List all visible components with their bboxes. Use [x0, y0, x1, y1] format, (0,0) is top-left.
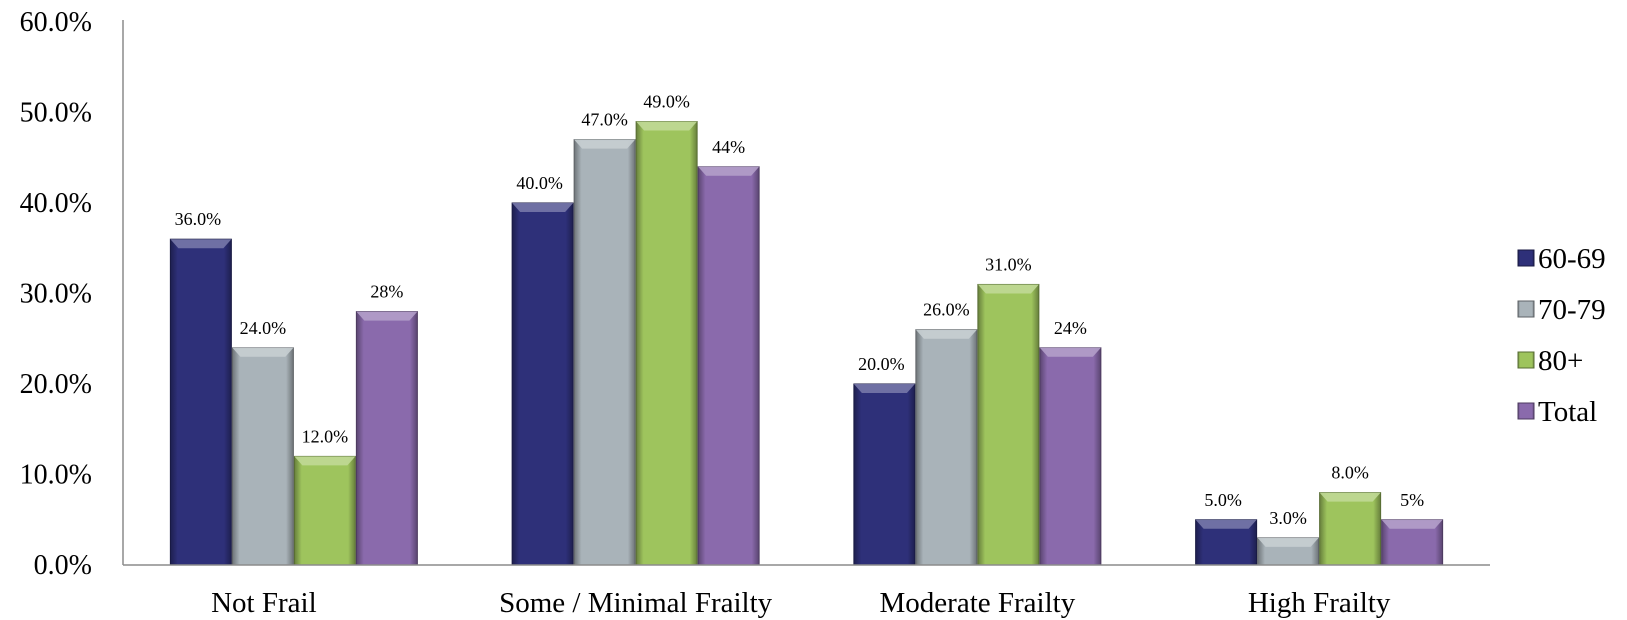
bar-body	[169, 238, 232, 566]
bar-bevel	[356, 311, 418, 321]
x-category-label: High Frailty	[1248, 587, 1391, 619]
x-category-label: Moderate Frailty	[880, 587, 1076, 619]
bar-body	[573, 139, 636, 566]
bar-body	[293, 455, 356, 566]
bar-bevel	[915, 329, 977, 339]
bar-bevel	[232, 347, 294, 357]
bar-bevel	[1039, 347, 1101, 357]
data-label: 26.0%	[923, 300, 970, 320]
bar	[1039, 347, 1102, 566]
legend-label: 70-79	[1538, 294, 1606, 326]
bar-bevel	[1319, 492, 1381, 502]
legend-swatch	[1517, 402, 1535, 420]
bar	[293, 455, 356, 566]
x-axis-category-labels: Not Frail Some / Minimal Frailty Moderate …	[211, 587, 1391, 619]
bar-body	[697, 166, 760, 566]
legend-label: Total	[1538, 396, 1597, 428]
legend-item: 70-79	[1517, 294, 1606, 326]
bar-body	[853, 383, 916, 566]
bar	[573, 139, 636, 566]
bar	[853, 383, 916, 566]
legend-swatch	[1517, 249, 1535, 267]
bar-body	[1319, 492, 1382, 566]
legend-swatch	[1517, 351, 1535, 369]
bar-body	[511, 202, 574, 566]
data-label: 8.0%	[1331, 463, 1369, 483]
bar-body	[231, 347, 294, 566]
y-tick-label: 50.0%	[20, 98, 92, 129]
bar-bevel	[853, 384, 915, 393]
bar-bevel	[294, 456, 356, 466]
bar-bevel	[977, 284, 1039, 294]
bar	[1381, 519, 1444, 566]
bar	[977, 283, 1040, 566]
data-labels-group: 36.0% 24.0% 12.0% 28% 40.0% 47.0% 49.0% 44% 20.0…	[175, 92, 1425, 528]
legend-label: 80+	[1538, 345, 1583, 377]
y-axis-tick-labels: 0.0% 10.0% 20.0% 30.0% 40.0% 50.0% 60.0%	[20, 7, 92, 581]
data-label: 24%	[1054, 318, 1087, 338]
bar-body	[355, 311, 418, 566]
legend-item: 80+	[1517, 345, 1583, 377]
x-category-label: Not Frail	[211, 587, 317, 619]
bar	[355, 311, 418, 566]
data-label: 20.0%	[858, 354, 905, 374]
bar-body	[915, 329, 978, 566]
bar	[1257, 537, 1320, 566]
y-tick-label: 60.0%	[20, 7, 92, 38]
data-label: 47.0%	[581, 110, 628, 130]
data-label: 40.0%	[516, 173, 563, 193]
data-label: 49.0%	[643, 92, 690, 112]
data-label: 3.0%	[1269, 508, 1307, 528]
bar-bevel	[512, 203, 574, 212]
bar-bevel	[1381, 519, 1443, 529]
bar	[511, 202, 574, 566]
bar-bevel	[1257, 537, 1319, 547]
bar	[1319, 492, 1382, 566]
bars-group	[169, 121, 1444, 566]
legend: 60-69 70-79 80+ Total	[1517, 243, 1606, 428]
bar	[169, 238, 232, 566]
data-label: 28%	[370, 282, 403, 302]
bar-bevel	[698, 166, 760, 176]
bar-body	[635, 121, 698, 566]
bar-bevel	[574, 139, 636, 149]
data-label: 36.0%	[175, 209, 222, 229]
y-tick-label: 40.0%	[20, 188, 92, 219]
bar-body	[977, 283, 1040, 566]
bar	[915, 329, 978, 566]
bar	[697, 166, 760, 566]
legend-item: Total	[1517, 396, 1597, 428]
bar	[231, 347, 294, 566]
data-label: 31.0%	[985, 254, 1032, 274]
legend-label: 60-69	[1538, 243, 1606, 275]
legend-swatch	[1517, 300, 1535, 318]
legend-item: 60-69	[1517, 243, 1606, 275]
bar-bevel	[1195, 519, 1257, 529]
y-tick-label: 0.0%	[34, 550, 92, 581]
y-tick-label: 30.0%	[20, 279, 92, 310]
bar-bevel	[636, 121, 698, 131]
bar-body	[1039, 347, 1102, 566]
data-label: 12.0%	[302, 426, 349, 446]
bar	[1195, 519, 1258, 566]
y-tick-label: 10.0%	[20, 460, 92, 491]
data-label: 5.0%	[1204, 490, 1242, 510]
data-label: 24.0%	[240, 318, 287, 338]
bar-bevel	[170, 239, 232, 249]
bar	[635, 121, 698, 566]
data-label: 5%	[1400, 490, 1424, 510]
data-label: 44%	[712, 137, 745, 157]
y-tick-label: 20.0%	[20, 369, 92, 400]
x-category-label: Some / Minimal Frailty	[499, 587, 773, 619]
